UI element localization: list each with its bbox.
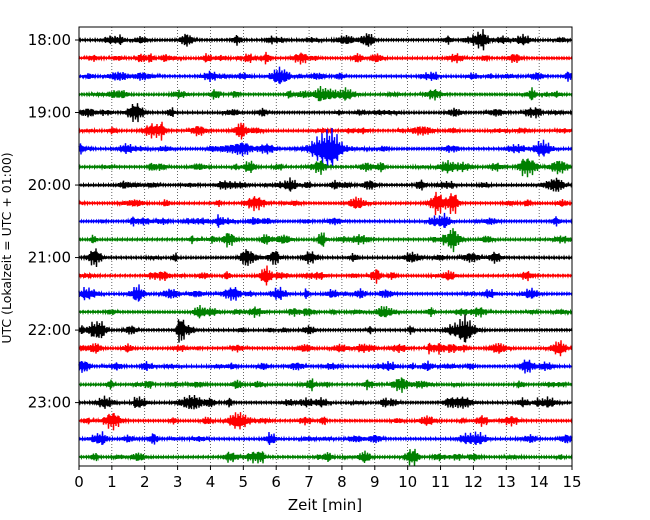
- y-axis-label: UTC (Lokalzeit = UTC + 01:00): [0, 152, 14, 343]
- trace-2330: [78, 431, 573, 445]
- seismogram-traces: [78, 29, 573, 466]
- x-tick-label: 2: [140, 473, 150, 491]
- x-axis-ticks: 0 1 2 3 4 5 6 7 8 9 10 11 12 13 14 15: [74, 466, 582, 491]
- trace-2345: [78, 448, 573, 466]
- trace-1915: [78, 121, 573, 141]
- x-tick-label: 15: [562, 473, 581, 491]
- x-tick-label: 6: [271, 473, 281, 491]
- trace-1930: [78, 128, 573, 168]
- x-tick-label: 10: [398, 473, 417, 491]
- trace-1900: [78, 103, 573, 123]
- y-tick-label: 21:00: [28, 249, 71, 267]
- trace-2100: [78, 248, 573, 267]
- x-tick-label: 3: [173, 473, 183, 491]
- trace-2230: [78, 359, 573, 374]
- x-tick-label: 0: [74, 473, 84, 491]
- trace-2000: [78, 177, 573, 192]
- trace-2200: [78, 314, 573, 343]
- trace-1800: [78, 29, 573, 51]
- y-tick-label: 19:00: [28, 104, 71, 122]
- trace-1830: [78, 66, 573, 85]
- trace-2300: [78, 395, 573, 410]
- grid-lines: [111, 27, 540, 466]
- trace-1845: [78, 86, 573, 102]
- x-tick-label: 9: [370, 473, 380, 491]
- trace-1945: [78, 158, 573, 178]
- y-tick-label: 18:00: [28, 31, 71, 49]
- trace-2045: [78, 228, 573, 253]
- trace-2030: [78, 212, 573, 228]
- plot-frame: [78, 26, 573, 467]
- trace-2130: [78, 284, 573, 302]
- x-tick-label: 8: [337, 473, 347, 491]
- trace-2015: [78, 191, 573, 216]
- x-tick-label: 12: [464, 473, 483, 491]
- x-tick-label: 4: [206, 473, 216, 491]
- trace-1815: [78, 51, 573, 65]
- x-tick-label: 1: [107, 473, 117, 491]
- x-tick-label: 13: [497, 473, 516, 491]
- x-tick-label: 5: [239, 473, 249, 491]
- x-tick-label: 11: [431, 473, 450, 491]
- y-tick-label: 23:00: [28, 394, 71, 412]
- x-tick-label: 14: [530, 473, 549, 491]
- trace-2145: [78, 305, 573, 319]
- trace-2115: [78, 265, 573, 286]
- y-tick-label: 22:00: [28, 321, 71, 339]
- trace-2215: [78, 340, 573, 357]
- y-axis-ticks: 18:00 19:00 20:00 21:00 22:00 23:00: [28, 31, 79, 412]
- x-axis-label: Zeit [min]: [288, 496, 362, 514]
- y-tick-label: 20:00: [28, 176, 71, 194]
- trace-2315: [78, 412, 573, 431]
- trace-2245: [78, 377, 573, 393]
- x-tick-label: 7: [304, 473, 314, 491]
